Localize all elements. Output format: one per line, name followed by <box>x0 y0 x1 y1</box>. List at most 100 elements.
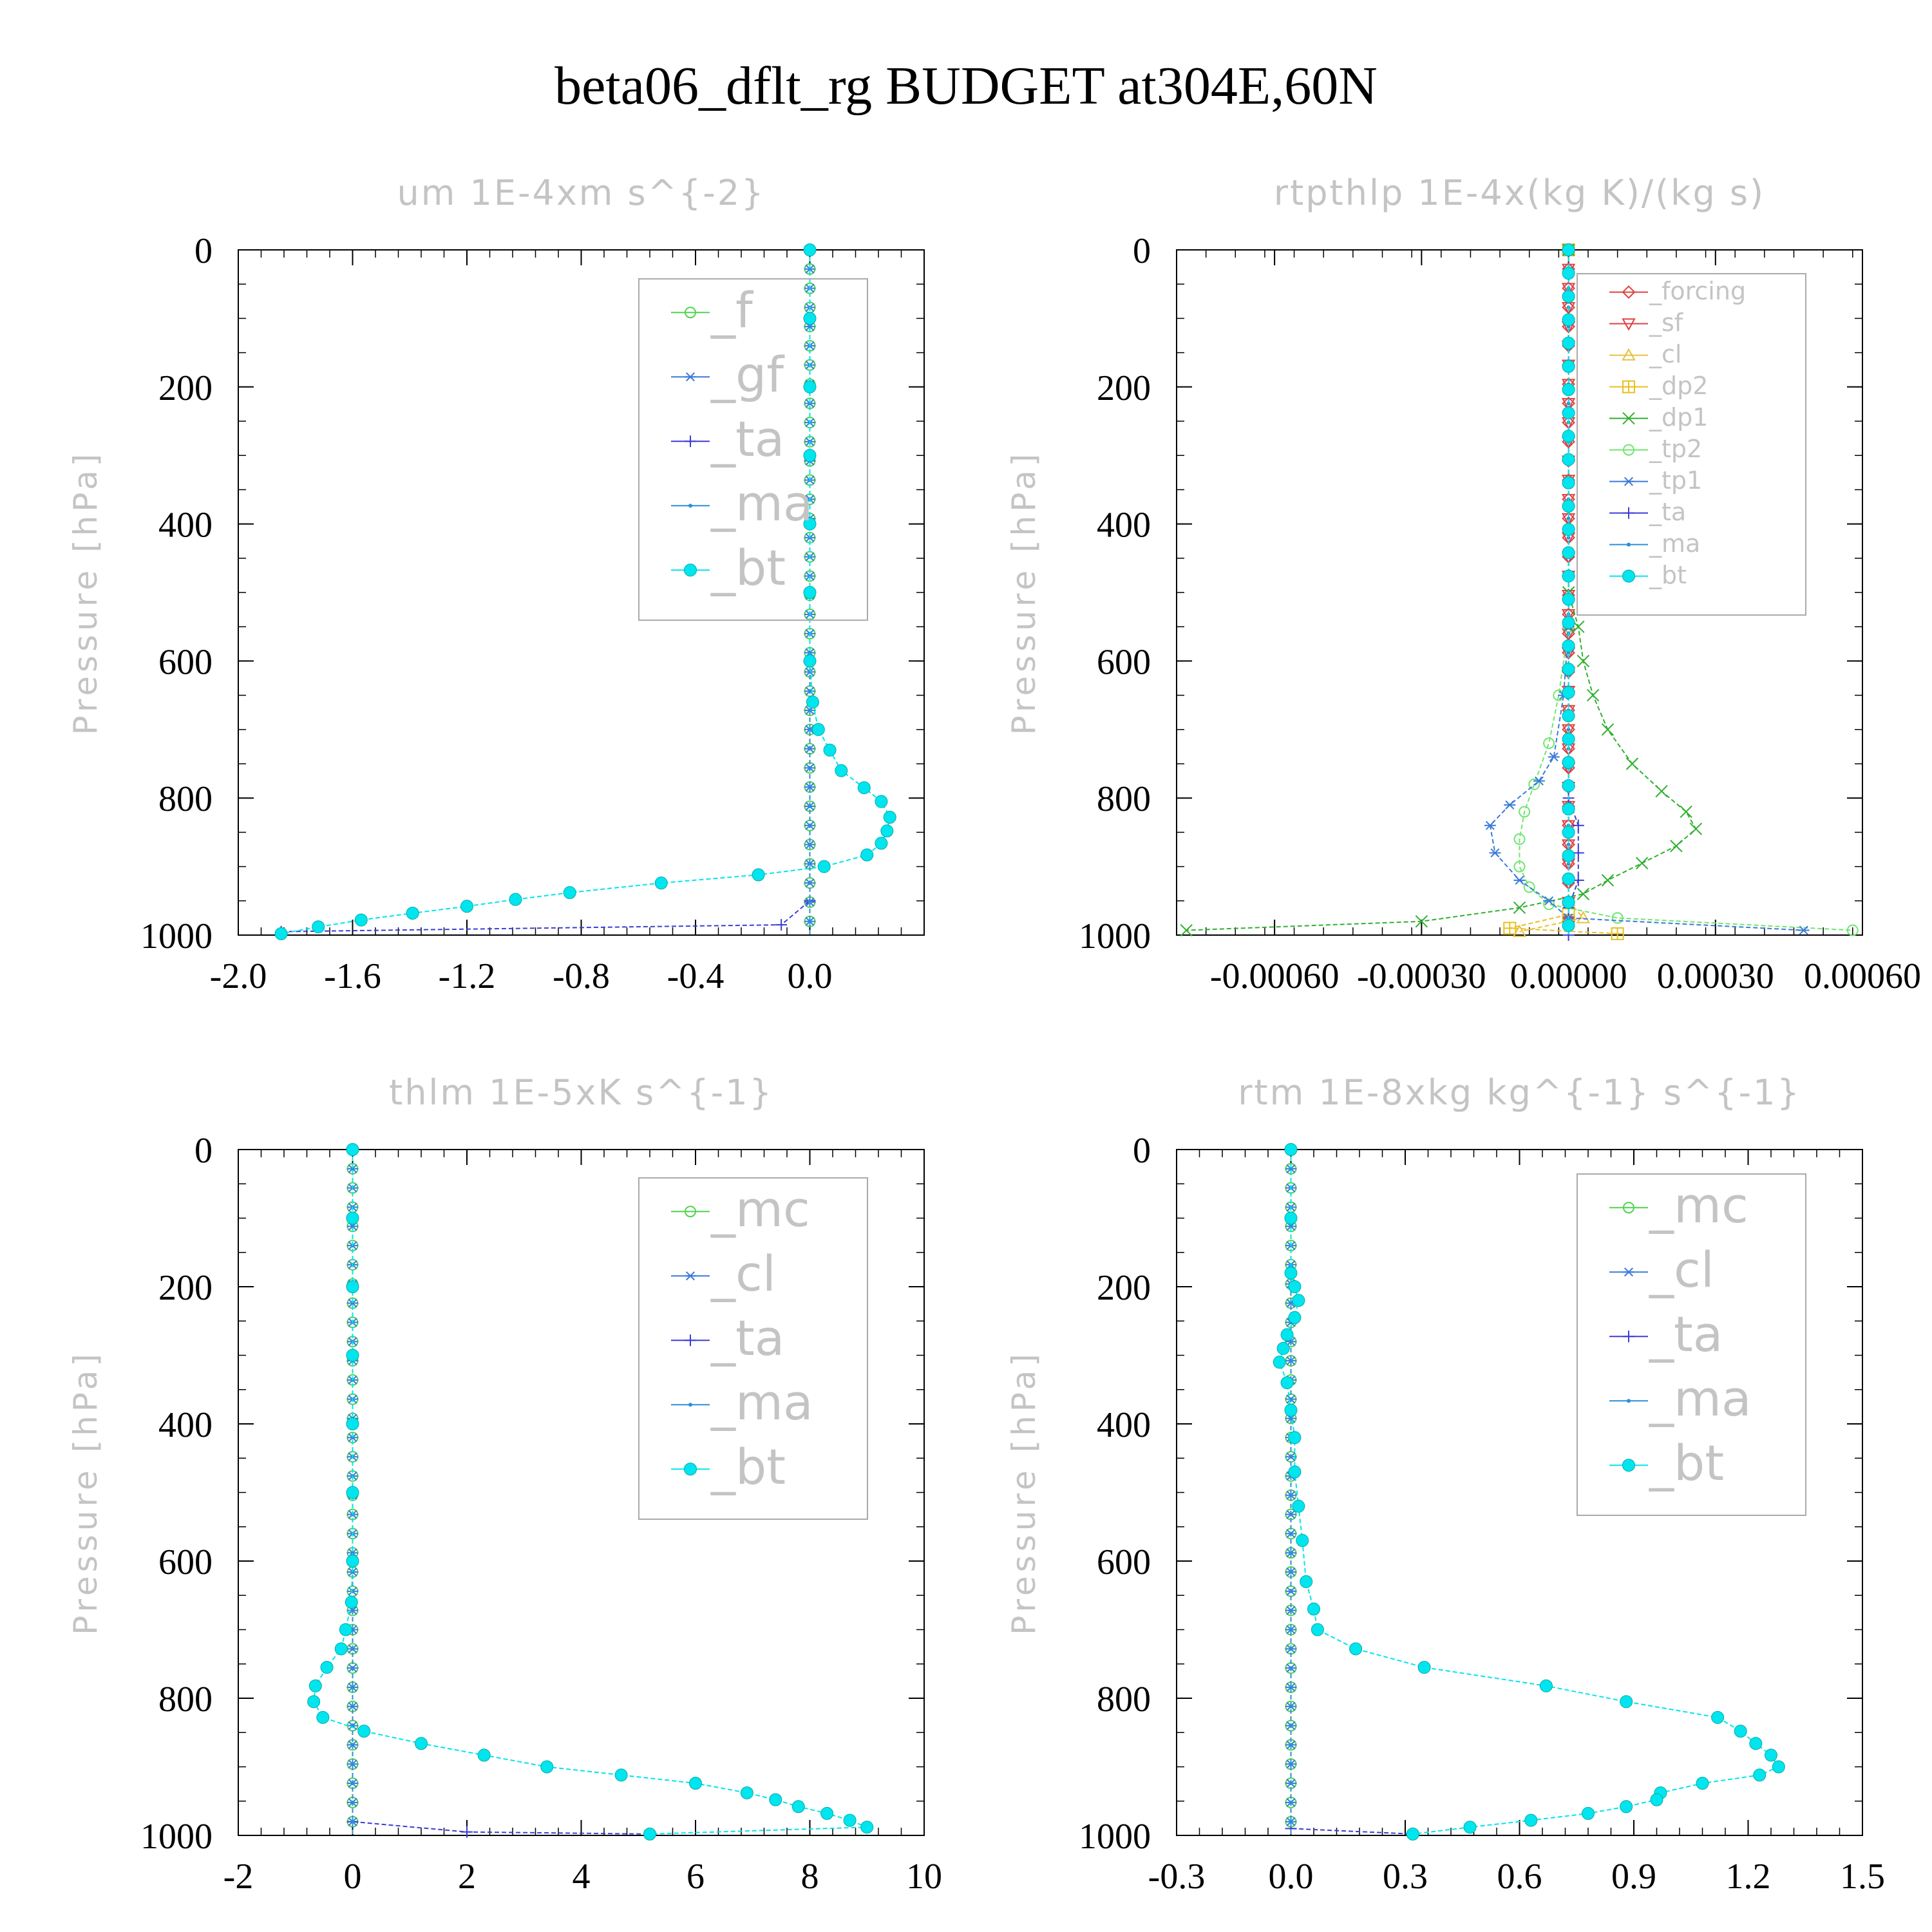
panel-2: rtpthlp 1E-4x(kg K)/(kg s) Pressure [hPa]… <box>1005 173 1921 996</box>
data-point <box>1562 686 1575 699</box>
data-point <box>857 781 871 795</box>
data-point <box>811 723 825 736</box>
data-point <box>1311 1623 1324 1636</box>
data-point <box>835 764 848 777</box>
panel-4: rtm 1E-8xkg kg^{-1} s^{-1} Pressure [hPa]… <box>1005 1072 1885 1897</box>
y-tick-label: 200 <box>1097 368 1151 408</box>
data-point <box>880 824 894 838</box>
data-point <box>808 804 812 808</box>
legend-entry: _bt <box>671 539 786 596</box>
data-point <box>1288 1280 1302 1293</box>
data-point <box>350 1685 355 1689</box>
data-point <box>350 1166 355 1171</box>
legend-marker <box>1622 412 1635 425</box>
data-point <box>1601 723 1615 736</box>
x-tick-label: 0.9 <box>1611 1857 1656 1897</box>
data-point <box>1577 654 1590 668</box>
legend-marker <box>1623 507 1634 519</box>
data-point <box>346 1280 359 1293</box>
data-point <box>406 906 419 920</box>
data-point <box>1655 784 1668 798</box>
legend-entry: _cl <box>671 1245 776 1302</box>
data-point <box>1289 1570 1293 1575</box>
data-point <box>808 766 812 770</box>
data-point <box>1562 523 1575 536</box>
data-point <box>1753 1768 1766 1782</box>
x-tick-label: -1.6 <box>324 956 381 996</box>
x-tick-label: -0.00030 <box>1357 956 1486 996</box>
data-point <box>1711 1710 1725 1724</box>
data-point <box>808 862 812 866</box>
x-tick-label: 2 <box>458 1857 476 1897</box>
y-tick-label: 600 <box>158 1542 213 1582</box>
legend-label: _dp1 <box>1649 403 1708 431</box>
y-tick-label: 600 <box>1097 642 1151 682</box>
data-point <box>1276 1341 1290 1355</box>
legend-box <box>1577 273 1806 616</box>
data-point <box>350 1666 355 1671</box>
data-point <box>346 1143 359 1156</box>
data-point <box>752 868 765 882</box>
data-point <box>808 785 812 790</box>
data-point <box>1582 1806 1595 1820</box>
data-point <box>1512 924 1527 937</box>
series-line <box>1519 250 1853 931</box>
plot-frame <box>1176 249 1863 936</box>
data-point <box>1288 1431 1302 1444</box>
x-tick-label: -0.00060 <box>1210 956 1340 996</box>
data-point <box>415 1737 428 1750</box>
legend-entry: _tp2 <box>1609 435 1702 463</box>
data-point <box>1562 453 1575 466</box>
panel-3: thlm 1E-5xK s^{-1} Pressure [hPa] -2 0 2 4 6 8 1… <box>67 1072 942 1897</box>
data-point <box>346 1486 359 1499</box>
main-title: beta06_dflt_rg BUDGET at304E,60N <box>554 56 1378 116</box>
data-point <box>1566 842 1571 847</box>
data-point <box>808 325 812 329</box>
data-point <box>803 243 817 256</box>
plot-frame <box>238 1149 925 1836</box>
data-point <box>1417 1661 1431 1674</box>
data-point <box>1566 401 1571 406</box>
legend-entry: _f <box>671 281 754 339</box>
data-point <box>614 1768 628 1782</box>
data-point <box>1543 898 1555 911</box>
data-point <box>1625 757 1639 770</box>
data-point <box>1620 1695 1633 1709</box>
legend-label: _tp2 <box>1649 435 1702 463</box>
series-line <box>1290 1150 1413 1835</box>
data-point <box>1289 1704 1293 1709</box>
data-point <box>769 1793 782 1806</box>
data-point <box>1562 895 1575 909</box>
data-point <box>1562 383 1575 397</box>
data-point <box>1543 896 1555 905</box>
data-point <box>1289 1762 1293 1766</box>
data-point <box>808 900 812 904</box>
data-point <box>1562 616 1575 629</box>
data-point <box>346 1555 359 1567</box>
data-point <box>820 1806 834 1820</box>
series-line <box>1186 250 1697 931</box>
data-point <box>350 1224 355 1229</box>
data-point <box>477 1748 491 1762</box>
plot-frame <box>238 249 925 936</box>
legend-label: _mc <box>710 1180 810 1238</box>
legend-entry: _ma <box>671 475 813 532</box>
data-point <box>1566 862 1571 866</box>
data-point <box>1523 881 1535 893</box>
data-point <box>1562 569 1575 583</box>
data-point <box>350 1435 355 1440</box>
data-point <box>350 1301 355 1305</box>
data-point <box>1566 727 1571 732</box>
data-point <box>808 267 812 271</box>
x-tick-label: 0.00030 <box>1657 956 1774 996</box>
legend-entry: _dp2 <box>1609 372 1708 400</box>
legend-marker <box>1623 444 1634 456</box>
data-point <box>1577 887 1590 900</box>
data-point <box>1524 1814 1538 1827</box>
y-tick-label: 0 <box>194 231 213 271</box>
data-point <box>1292 1294 1305 1307</box>
series-ta <box>346 1144 656 1840</box>
y-tick-label: 800 <box>158 779 213 819</box>
data-point <box>1562 430 1575 443</box>
data-point <box>1289 1301 1293 1305</box>
